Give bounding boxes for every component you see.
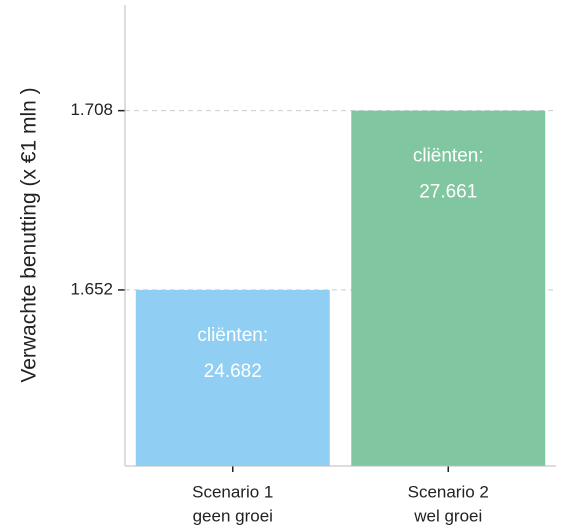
bar <box>135 289 330 466</box>
x-tick-label: geen groei <box>193 506 273 525</box>
bar-annotation: cliënten: <box>197 325 268 346</box>
y-tick-label: 1.708 <box>70 100 113 119</box>
y-tick-label: 1.652 <box>70 279 113 298</box>
bar-annotation: 24.682 <box>204 361 262 382</box>
bar-annotation: cliënten: <box>413 146 484 167</box>
x-tick-label: Scenario 1 <box>192 482 273 501</box>
x-tick-label: wel groei <box>413 506 482 525</box>
bar <box>351 110 546 466</box>
y-axis-label: Verwachte benutting (x €1 mln ) <box>18 87 41 382</box>
bar-annotation: 27.661 <box>419 182 477 203</box>
x-tick-label: Scenario 2 <box>408 482 489 501</box>
